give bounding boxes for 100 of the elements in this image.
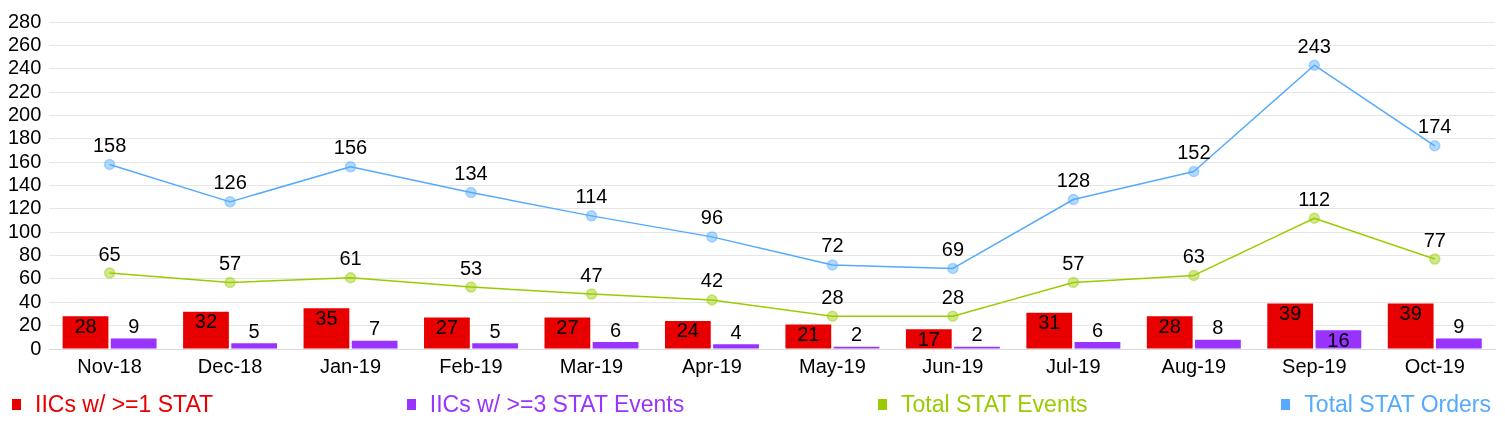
x-tick-label: Nov-18 [77, 354, 142, 377]
bar [785, 324, 832, 349]
point [826, 259, 839, 271]
x-tick-label: May-19 [799, 354, 866, 377]
x-tick-label: Sep-19 [1282, 354, 1347, 377]
data-label: 17 [917, 327, 940, 350]
bar [544, 317, 591, 349]
point [465, 281, 477, 293]
bar [1074, 341, 1121, 349]
bar [303, 308, 350, 349]
legend-label: Total STAT Events [900, 391, 1088, 418]
x-tick-label: Dec-18 [197, 354, 263, 377]
data-label: 39 [1399, 301, 1422, 324]
y-tick-label: 260 [7, 32, 42, 55]
data-label: 27 [556, 315, 579, 338]
x-tick-label: Feb-19 [439, 354, 503, 377]
y-tick-label: 280 [7, 9, 42, 32]
data-label: 2 [850, 323, 863, 346]
bar [351, 340, 398, 349]
point [1308, 212, 1321, 224]
data-label: 31 [1038, 311, 1061, 334]
data-label: 134 [454, 162, 488, 185]
data-label: 6 [1091, 318, 1104, 341]
bar [472, 343, 518, 349]
point [344, 272, 357, 284]
y-tick-label: 140 [7, 173, 42, 196]
x-tick-label: Mar-19 [559, 354, 624, 377]
data-label: 57 [1062, 251, 1085, 274]
point [706, 231, 718, 243]
data-label: 128 [1056, 169, 1091, 192]
y-tick-label: 240 [7, 56, 42, 79]
x-tick-label: Jul-19 [1046, 354, 1101, 377]
bar [592, 341, 639, 349]
y-tick-label: 100 [7, 219, 42, 242]
bar [1435, 338, 1482, 349]
y-tick-label: 200 [7, 102, 42, 125]
bar [1267, 303, 1314, 349]
x-tick-label: Jun-19 [922, 354, 984, 377]
y-tick-label: 40 [19, 289, 42, 312]
data-label: 63 [1182, 244, 1205, 267]
data-label: 8 [1212, 316, 1224, 339]
data-label: 5 [248, 319, 260, 342]
y-tick-label: 120 [7, 196, 42, 219]
legend-label: Total STAT Orders [1304, 391, 1491, 418]
data-label: 28 [74, 314, 97, 337]
x-tick-label: Jan-19 [319, 354, 382, 377]
bar [424, 317, 470, 349]
y-tick-label: 80 [19, 243, 42, 266]
point [585, 210, 598, 222]
point [1188, 269, 1200, 282]
data-label: 174 [1418, 115, 1452, 138]
data-label: 32 [194, 310, 218, 333]
point [1188, 165, 1200, 178]
y-tick-label: 160 [7, 149, 42, 172]
data-label: 243 [1297, 34, 1331, 57]
data-label: 47 [580, 263, 603, 286]
point [947, 310, 959, 323]
data-label: 27 [435, 315, 459, 338]
data-label: 57 [218, 251, 242, 274]
data-label: 112 [1298, 187, 1331, 210]
y-tick-label: 180 [7, 126, 42, 149]
data-label: 72 [821, 234, 844, 257]
data-label: 28 [941, 285, 965, 308]
point [224, 196, 236, 208]
data-label: 69 [941, 237, 965, 260]
data-label: 2 [971, 323, 983, 346]
data-label: 65 [98, 242, 121, 265]
data-label: 35 [315, 306, 338, 329]
data-label: 61 [339, 247, 362, 270]
x-tick-label: Aug-19 [1161, 354, 1227, 377]
data-label: 28 [1158, 314, 1181, 337]
data-label: 9 [1453, 315, 1465, 337]
point [465, 186, 477, 199]
point [947, 262, 959, 275]
y-tick-label: 220 [7, 79, 42, 102]
point [103, 267, 116, 279]
point [1429, 140, 1441, 152]
x-tick-label: Oct-19 [1404, 354, 1465, 377]
point [224, 276, 236, 289]
data-label: 96 [700, 206, 724, 229]
data-label: 16 [1327, 328, 1350, 351]
data-label: 39 [1279, 301, 1302, 324]
data-label: 152 [1177, 141, 1211, 163]
y-tick-label: 0 [30, 336, 42, 359]
bar [1026, 312, 1073, 349]
bar [110, 338, 157, 349]
bar [713, 344, 759, 349]
data-label: 28 [821, 285, 844, 308]
legend-label: IICs w/ >=1 STAT [35, 391, 214, 418]
point [826, 310, 839, 323]
point [1429, 253, 1441, 265]
bar [1387, 303, 1434, 349]
bar [1195, 339, 1241, 349]
data-label: 4 [730, 320, 742, 343]
legend-label: IICs w/ >=3 STAT Events [429, 391, 685, 418]
bar [1146, 316, 1193, 349]
data-label: 42 [700, 269, 724, 292]
data-label: 77 [1423, 228, 1446, 251]
data-label: 126 [213, 171, 247, 194]
data-label: 24 [676, 319, 699, 342]
